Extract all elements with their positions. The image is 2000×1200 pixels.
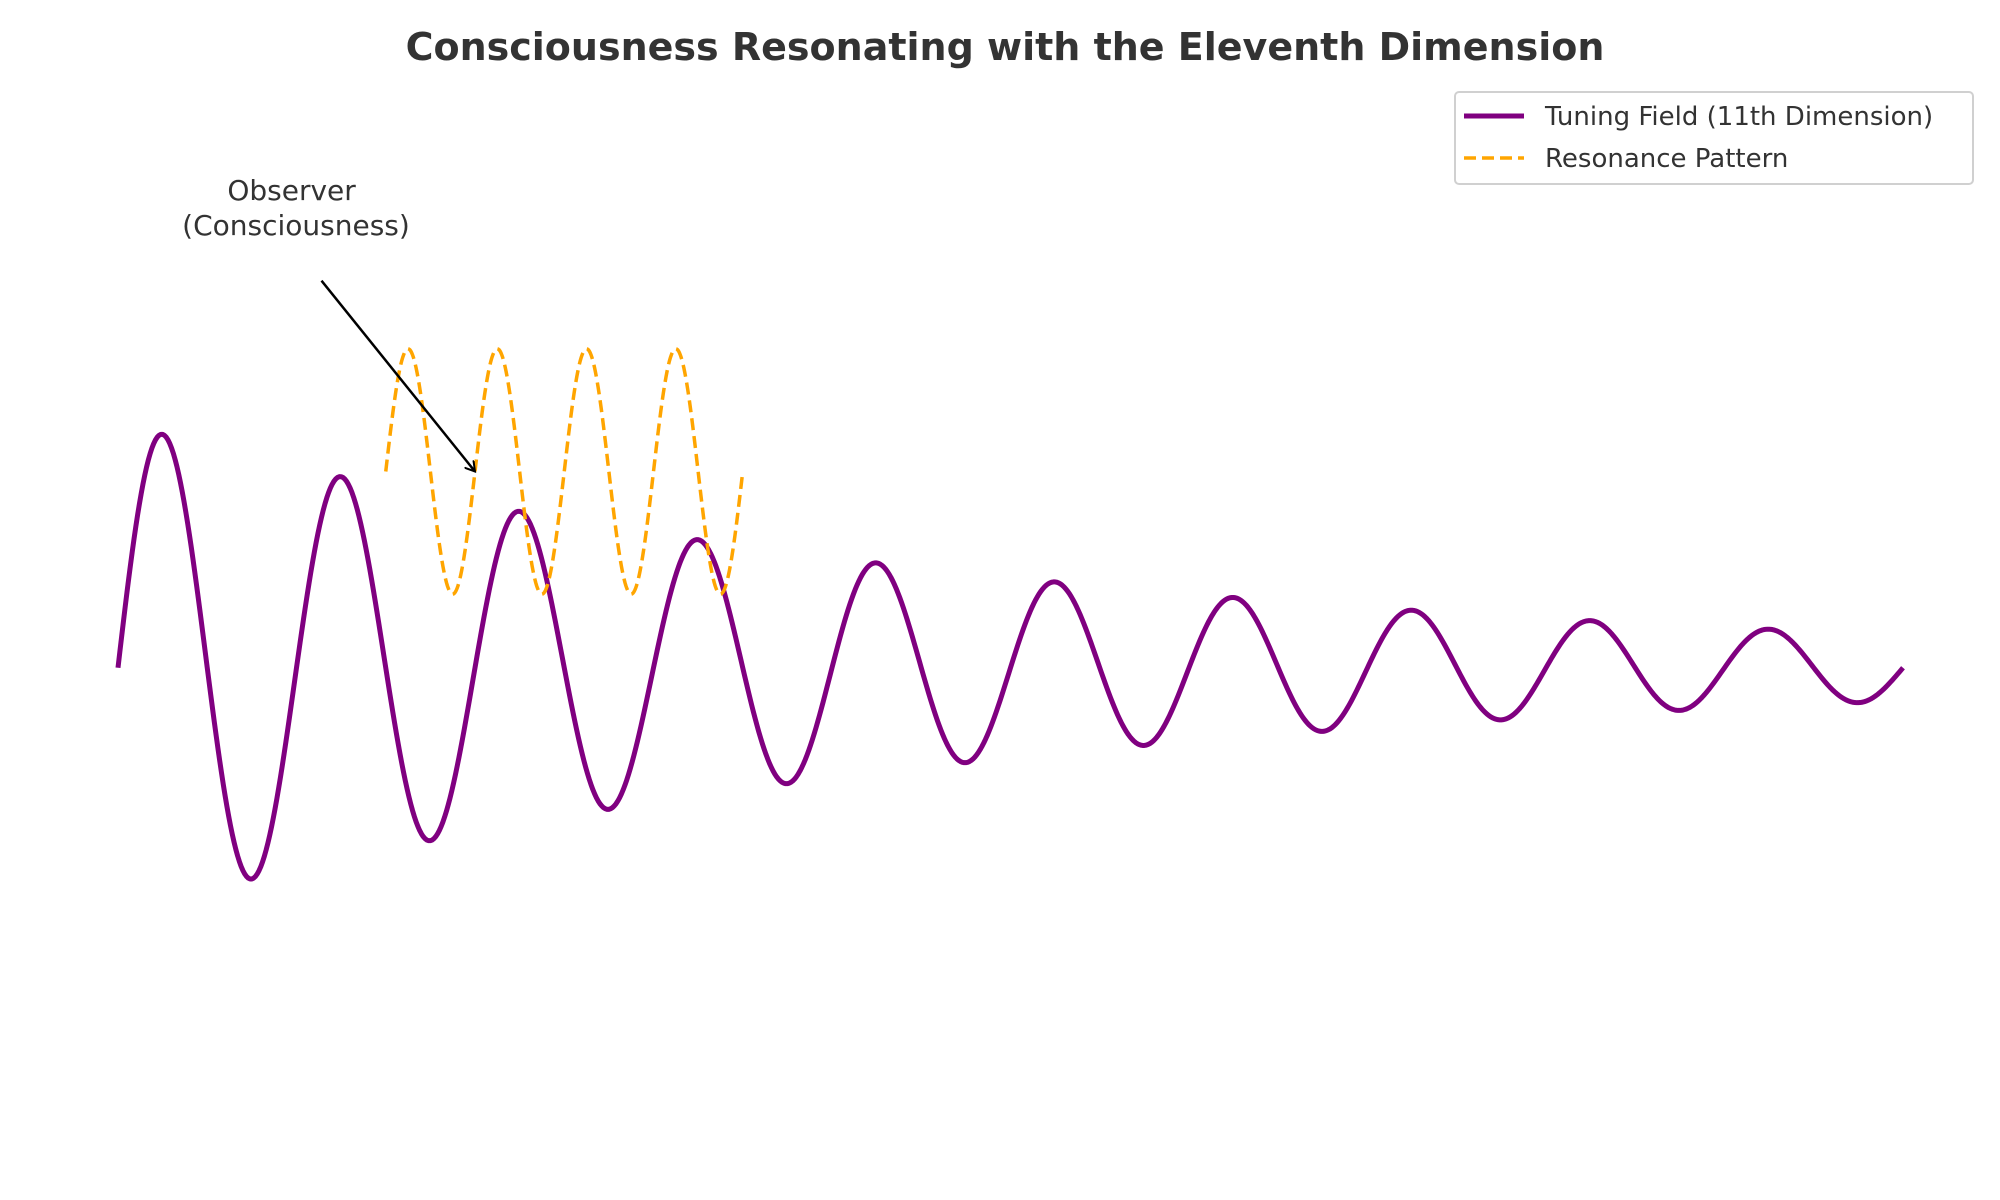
observer-annotation: Observer (Consciousness): [182, 174, 475, 472]
annotation-line-2: (Consciousness): [182, 209, 410, 242]
annotation-label: Observer (Consciousness): [182, 174, 410, 242]
annotation-line-1: Observer: [227, 174, 356, 207]
legend-label-resonance-pattern: Resonance Pattern: [1545, 144, 1788, 174]
series-line-resonance-pattern: [384, 346, 745, 596]
legend-label-tuning-field: Tuning Field (11th Dimension): [1544, 102, 1933, 132]
plot-area: [115, 346, 1905, 882]
series-line-tuning-field: [115, 431, 1905, 882]
annotation-arrow: [320, 279, 476, 472]
legend-box: [1454, 91, 1974, 185]
chart-title: Consciousness Resonating with the Eleven…: [406, 25, 1605, 69]
legend: Tuning Field (11th Dimension) Resonance …: [1454, 91, 1974, 185]
